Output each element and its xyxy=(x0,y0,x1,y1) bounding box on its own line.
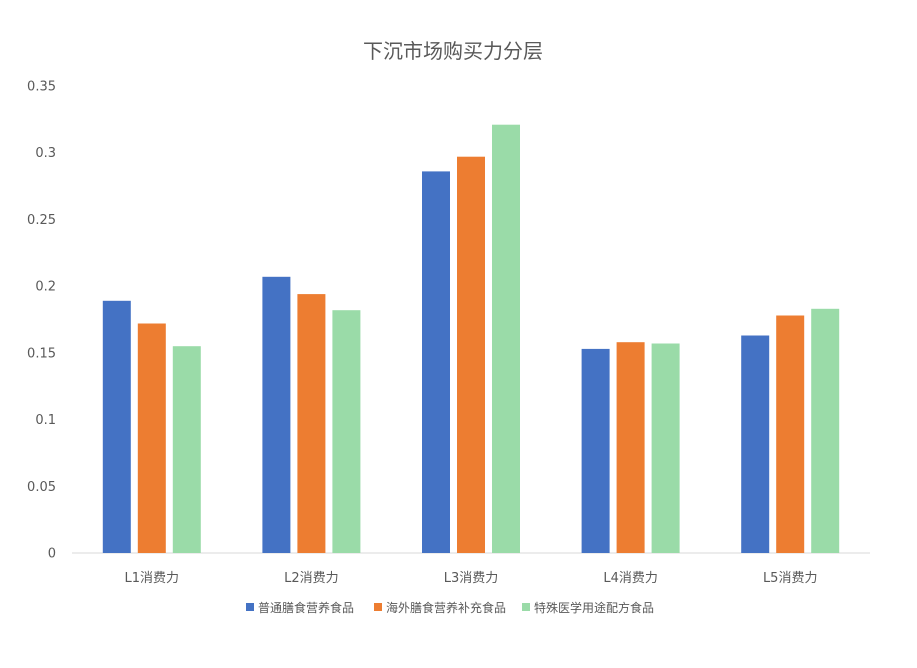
y-tick-label: 0.15 xyxy=(27,346,56,361)
bar xyxy=(741,335,770,553)
legend-swatch xyxy=(522,603,530,611)
bar xyxy=(102,300,131,553)
y-tick-label: 0.25 xyxy=(27,213,56,228)
bars xyxy=(102,124,840,553)
legend-swatch xyxy=(246,603,254,611)
bar xyxy=(137,323,166,553)
y-tick-label: 0.35 xyxy=(27,80,56,95)
x-category-label: L3消费力 xyxy=(444,571,499,586)
bar xyxy=(581,348,610,553)
legend-label: 普通膳食营养食品 xyxy=(258,600,354,615)
legend-label: 海外膳食营养补充食品 xyxy=(386,600,506,615)
bar xyxy=(492,124,520,553)
bar xyxy=(811,308,840,553)
bar xyxy=(457,156,485,553)
bar xyxy=(297,294,326,553)
bar xyxy=(262,276,291,553)
y-tick-label: 0 xyxy=(48,547,56,562)
y-axis: 0 0.05 0.1 0.15 0.2 0.25 0.3 0.35 xyxy=(27,80,56,562)
x-axis: L1消费力 L2消费力 L3消费力 L4消费力 L5消费力 xyxy=(125,571,818,586)
legend-swatch xyxy=(374,603,382,611)
bar xyxy=(422,171,450,553)
x-category-label: L2消费力 xyxy=(284,571,339,586)
x-category-label: L1消费力 xyxy=(125,571,180,586)
legend: 普通膳食营养食品 海外膳食营养补充食品 特殊医学用途配方食品 xyxy=(246,600,654,615)
y-tick-label: 0.2 xyxy=(35,280,56,295)
chart-title: 下沉市场购买力分层 xyxy=(363,39,543,63)
bar xyxy=(776,315,805,553)
bar xyxy=(651,343,680,553)
x-category-label: L4消费力 xyxy=(603,571,658,586)
bar xyxy=(172,346,201,553)
x-category-label: L5消费力 xyxy=(763,571,818,586)
bar xyxy=(332,310,361,553)
y-tick-label: 0.1 xyxy=(35,413,56,428)
bar xyxy=(616,342,645,553)
legend-label: 特殊医学用途配方食品 xyxy=(534,600,654,615)
y-tick-label: 0.05 xyxy=(27,480,56,495)
y-tick-label: 0.3 xyxy=(35,146,56,161)
